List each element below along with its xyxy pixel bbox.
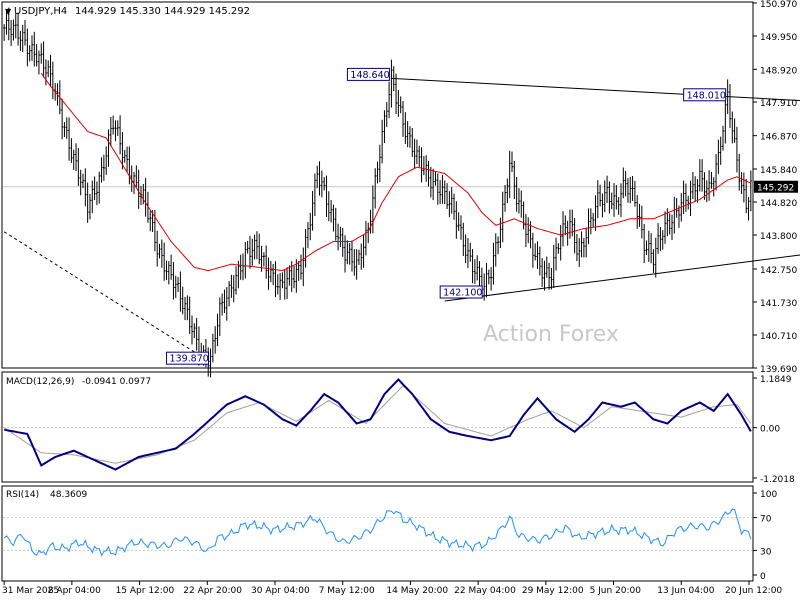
price-tick-label: 141.730	[760, 299, 797, 309]
time-tick-label: 14 May 20:00	[386, 586, 448, 596]
price-tick-label: 144.820	[760, 199, 797, 209]
price-tick-label: 149.950	[760, 33, 797, 43]
macd-name: MACD(12,26,9)	[6, 377, 74, 387]
annotation-box	[439, 285, 483, 299]
symbol-label: USDJPY,H4	[14, 6, 67, 17]
rsi-name: RSI(14)	[6, 490, 39, 500]
rsi-axis: 100 70 30 0	[3, 490, 777, 582]
rsi-panel-frame	[1, 485, 754, 582]
macd-main-line	[3, 378, 752, 471]
price-tick-label: 146.870	[760, 133, 797, 143]
time-tick-label: 13 Jun 04:00	[657, 586, 714, 596]
annotation-box	[683, 88, 727, 102]
moving-average-line	[40, 72, 751, 272]
price-tick-label: 148.920	[760, 66, 797, 76]
price-tick-label: 139.690	[760, 365, 797, 375]
annotation-label: 139.870	[170, 354, 209, 365]
price-tick-label: 140.710	[760, 332, 797, 342]
price-annotations: 148.640 148.010 142.100 139.870	[166, 67, 727, 365]
ohlc-values: 144.929 145.330 144.929 145.292	[75, 6, 250, 17]
macd-tick-label: -1.2018	[760, 475, 795, 485]
watermark: Action Forex	[483, 322, 619, 347]
current-price-tag-bg	[754, 180, 798, 193]
annotation-label: 148.010	[687, 90, 726, 101]
time-tick-label: 29 May 12:00	[522, 586, 584, 596]
time-tick-label: 22 May 04:00	[454, 586, 516, 596]
macd-axis: 1.1849 0.00 -1.2018	[3, 375, 795, 485]
current-price-tag-label: 145.292	[757, 184, 794, 194]
macd-tick-label: 1.1849	[760, 375, 792, 385]
annotation-label: 148.640	[350, 70, 389, 81]
time-tick-label: 7 May 12:00	[319, 586, 375, 596]
time-tick-label: 31 Mar 2025	[2, 586, 59, 596]
price-panel-frame	[1, 1, 754, 369]
price-tick-label: 142.750	[760, 266, 797, 276]
macd-values: -0.0941 0.0977	[82, 377, 151, 387]
price-tick-label: 143.800	[760, 232, 797, 242]
dropdown-triangle-icon[interactable]: ▼	[5, 7, 12, 16]
annotation-box	[166, 351, 210, 365]
price-tick-label: 150.970	[760, 0, 797, 10]
macd-tick-label: 0.00	[760, 425, 780, 435]
price-axis: 150.970 149.950 148.920 147.910 146.870 145.8…	[753, 0, 797, 375]
time-tick-label: 8 Apr 04:00	[48, 586, 101, 596]
trendline	[444, 254, 800, 302]
trendline	[391, 77, 800, 101]
macd-signal-line	[3, 385, 752, 464]
macd-panel-frame	[1, 371, 754, 483]
rsi-value: 48.3609	[50, 490, 87, 500]
rsi-tick-label: 30	[760, 547, 772, 557]
time-tick-label: 20 Jun 12:00	[725, 586, 782, 596]
price-tick-label: 145.840	[760, 166, 797, 176]
time-tick-label: 5 Jun 20:00	[590, 586, 642, 596]
annotation-box	[346, 67, 390, 81]
dashed-trendline	[3, 231, 211, 363]
candles	[3, 7, 752, 378]
time-tick-label: 15 Apr 12:00	[116, 586, 175, 596]
rsi-line	[3, 508, 752, 557]
time-tick-label: 22 Apr 20:00	[183, 586, 242, 596]
trendlines	[3, 77, 800, 363]
rsi-tick-label: 70	[760, 515, 772, 525]
price-tick-label: 147.910	[760, 99, 797, 109]
annotation-label: 142.100	[443, 288, 482, 299]
rsi-tick-label: 100	[760, 490, 777, 500]
current-price-tag: 145.292	[754, 180, 798, 194]
time-tick-label: 30 Apr 04:00	[251, 586, 310, 596]
rsi-tick-label: 0	[760, 572, 766, 582]
